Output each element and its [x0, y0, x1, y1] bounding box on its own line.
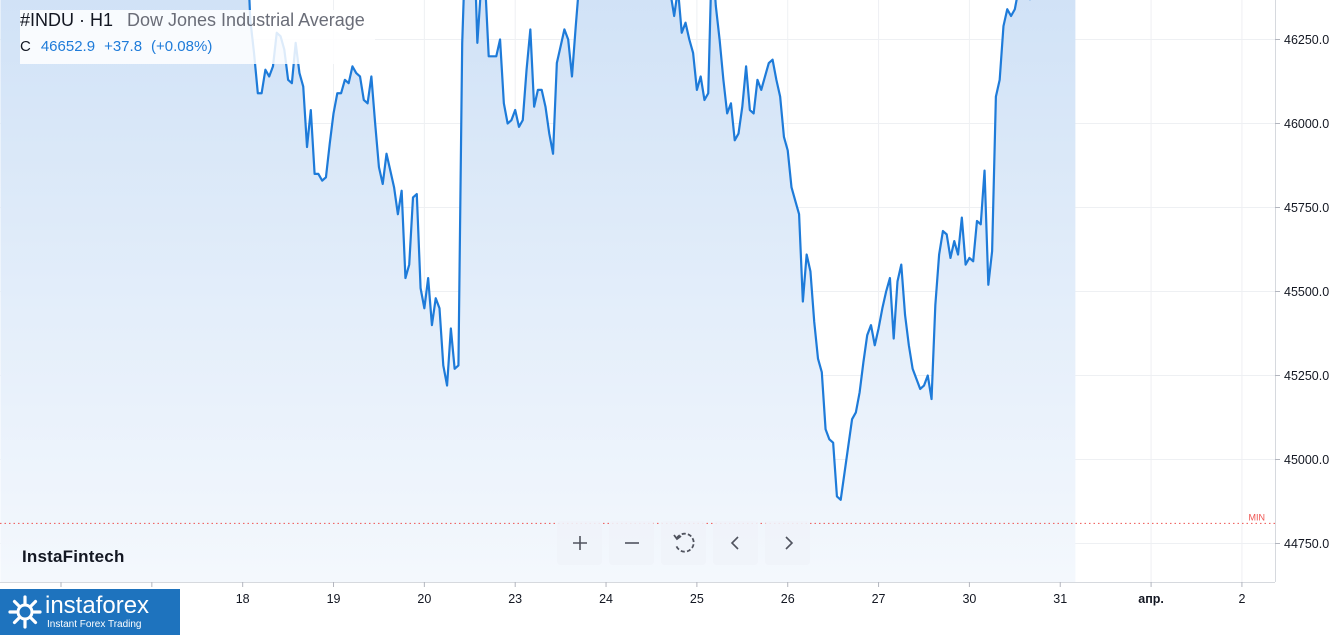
x-tick-label: 23 — [508, 592, 522, 606]
price-line — [248, 0, 1031, 501]
instrument-name: Dow Jones Industrial Average — [127, 10, 365, 30]
y-tick-label: 45000.0 — [1284, 453, 1329, 467]
price-area-fill — [0, 0, 1076, 582]
x-tick-label: 31 — [1053, 592, 1067, 606]
minus-icon — [624, 542, 639, 544]
y-tick-label: 45500.0 — [1284, 285, 1329, 299]
chart-header: #INDU · H1 Dow Jones Industrial Average … — [20, 10, 375, 64]
price-line-path — [248, 0, 1031, 501]
y-tick-label: 44750.0 — [1284, 537, 1329, 551]
x-tick-label: апр. — [1138, 592, 1164, 606]
instaforex-logo-icon — [8, 595, 42, 629]
x-tick-label: 24 — [599, 592, 613, 606]
x-tick-label: 25 — [690, 592, 704, 606]
logo-name: instaforex — [45, 592, 150, 619]
y-tick-label: 45250.0 — [1284, 369, 1329, 383]
x-tick-label: 26 — [781, 592, 795, 606]
change-percent: (+0.08%) — [151, 38, 213, 55]
scroll-right-button[interactable] — [765, 521, 810, 565]
price-area — [0, 0, 1076, 582]
min-label: MIN — [1249, 512, 1266, 522]
zoom-out-button[interactable] — [609, 521, 654, 565]
x-tick-label: 27 — [872, 592, 886, 606]
brand-watermark: InstaFintech — [22, 547, 125, 566]
logo-tagline: Instant Forex Trading — [47, 619, 142, 630]
reset-button[interactable] — [661, 521, 706, 565]
reference-lines: MAXMIN — [0, 512, 1275, 524]
change-value: +37.8 — [104, 38, 143, 55]
chart-controls — [557, 521, 810, 565]
reset-icon — [672, 532, 695, 553]
zoom-in-button[interactable] — [557, 521, 602, 565]
close-value: 46652.9 — [40, 38, 96, 55]
chevron-left-icon — [730, 536, 739, 550]
x-tick-label: 30 — [962, 592, 976, 606]
x-tick-label: 20 — [417, 592, 431, 606]
x-tick-label: 2 — [1238, 592, 1245, 606]
y-tick-label: 46250.0 — [1284, 33, 1329, 47]
x-tick-label: 18 — [236, 592, 250, 606]
scroll-left-button[interactable] — [713, 521, 758, 565]
close-label: C — [20, 38, 31, 55]
instaforex-logo: instaforex Instant Forex Trading — [0, 589, 180, 635]
y-tick-label: 45750.0 — [1284, 201, 1329, 215]
y-tick-label: 46000.0 — [1284, 117, 1329, 131]
chevron-right-icon — [784, 536, 793, 550]
plus-icon — [572, 536, 587, 550]
symbol-label: #INDU · H1 — [20, 10, 114, 30]
x-tick-label: 19 — [327, 592, 341, 606]
